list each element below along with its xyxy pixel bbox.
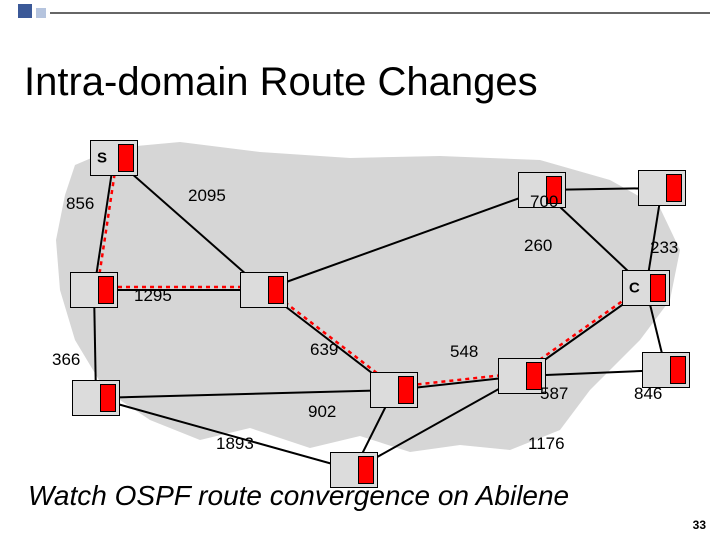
- node-inner: [398, 376, 414, 404]
- edge-weight-label: 233: [650, 238, 678, 258]
- edge-weight-label: 902: [308, 402, 336, 422]
- node-C: C: [622, 270, 670, 306]
- caption-text: Watch OSPF route convergence on Abilene: [28, 480, 569, 512]
- node-inner: [670, 356, 686, 384]
- node-inner: [98, 276, 114, 304]
- accent-line: [50, 12, 710, 14]
- node-label: S: [97, 150, 107, 167]
- node-S: S: [90, 140, 138, 176]
- edge-weight-label: 2095: [188, 186, 226, 206]
- edge-weight-label: 639: [310, 340, 338, 360]
- node-n6: [498, 358, 546, 394]
- page-number: 33: [693, 518, 706, 532]
- node-inner: [650, 274, 666, 302]
- edge-weight-label: 587: [540, 384, 568, 404]
- node-inner: [100, 384, 116, 412]
- node-n10: [642, 352, 690, 388]
- node-n2: [240, 272, 288, 308]
- node-n3: [72, 380, 120, 416]
- page-title: Intra-domain Route Changes: [24, 60, 538, 105]
- node-inner: [118, 144, 134, 172]
- diagram-svg: [20, 130, 700, 470]
- node-n8: [638, 170, 686, 206]
- network-diagram: S C 856 2095 700 260 233 1295 366 639 548 587 846 902…: [20, 130, 700, 470]
- node-label: C: [629, 280, 640, 297]
- node-n4: [370, 372, 418, 408]
- edge-weight-label: 700: [530, 192, 558, 212]
- accent-square-dark: [18, 4, 32, 18]
- node-n1: [70, 272, 118, 308]
- edge-weight-label: 856: [66, 194, 94, 214]
- edge-weight-label: 366: [52, 350, 80, 370]
- slide-accent: [0, 0, 720, 18]
- accent-square-light: [36, 8, 46, 18]
- edge-weight-label: 1176: [528, 434, 565, 454]
- edge-weight-label: 548: [450, 342, 478, 362]
- node-inner: [268, 276, 284, 304]
- edge-weight-label: 1295: [134, 286, 172, 306]
- node-inner: [666, 174, 682, 202]
- edge-weight-label: 1893: [216, 434, 254, 454]
- edge-weight-label: 260: [524, 236, 552, 256]
- edge-weight-label: 846: [634, 384, 662, 404]
